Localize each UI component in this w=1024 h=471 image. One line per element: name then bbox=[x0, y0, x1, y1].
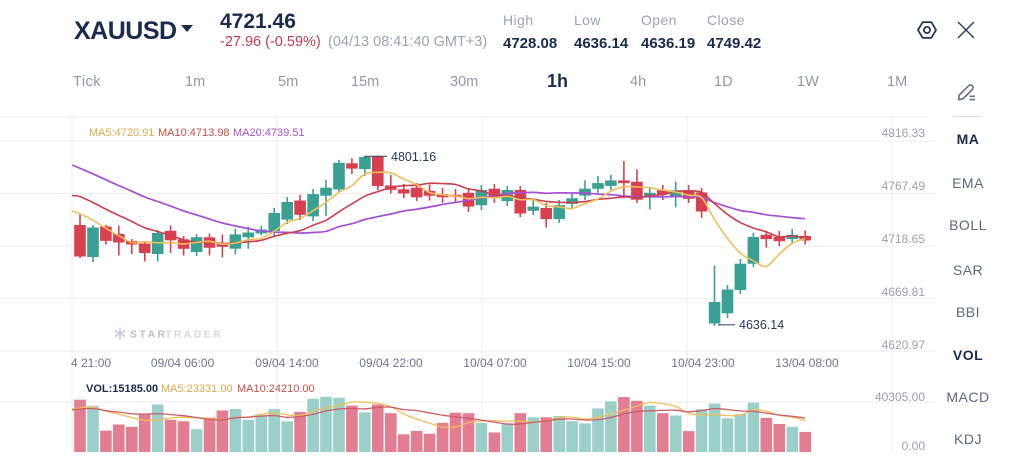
svg-text:0.00: 0.00 bbox=[902, 439, 926, 453]
svg-text:13/04 08:00: 13/04 08:00 bbox=[775, 356, 839, 370]
svg-text:4620.97: 4620.97 bbox=[882, 338, 926, 352]
svg-text:4801.16: 4801.16 bbox=[391, 150, 436, 164]
svg-text:10/04 23:00: 10/04 23:00 bbox=[671, 356, 735, 370]
svg-text:40305.00: 40305.00 bbox=[875, 390, 925, 404]
svg-text:4767.49: 4767.49 bbox=[882, 179, 926, 193]
svg-text:MA10:24210.00: MA10:24210.00 bbox=[237, 383, 315, 395]
svg-text:10/04 07:00: 10/04 07:00 bbox=[463, 356, 527, 370]
svg-text:MA5:4720.91: MA5:4720.91 bbox=[89, 127, 154, 139]
svg-text:MA5:23331.00: MA5:23331.00 bbox=[161, 383, 233, 395]
svg-text:10/04 15:00: 10/04 15:00 bbox=[567, 356, 631, 370]
svg-text:4636.14: 4636.14 bbox=[739, 318, 784, 332]
svg-text:09/04 06:00: 09/04 06:00 bbox=[151, 356, 215, 370]
svg-text:4669.81: 4669.81 bbox=[882, 285, 926, 299]
svg-text:4718.65: 4718.65 bbox=[882, 232, 926, 246]
svg-text:VOL:15185.00: VOL:15185.00 bbox=[86, 383, 158, 395]
svg-text:09/04 22:00: 09/04 22:00 bbox=[359, 356, 423, 370]
svg-text:4 21:00: 4 21:00 bbox=[71, 356, 111, 370]
svg-text:MA20:4739.51: MA20:4739.51 bbox=[233, 127, 305, 139]
svg-text:MA10:4713.98: MA10:4713.98 bbox=[158, 127, 230, 139]
svg-text:09/04 14:00: 09/04 14:00 bbox=[255, 356, 319, 370]
svg-text:4816.33: 4816.33 bbox=[882, 126, 926, 140]
svg-text:STAR: STAR bbox=[130, 329, 167, 341]
svg-text:TRADER: TRADER bbox=[165, 329, 223, 341]
